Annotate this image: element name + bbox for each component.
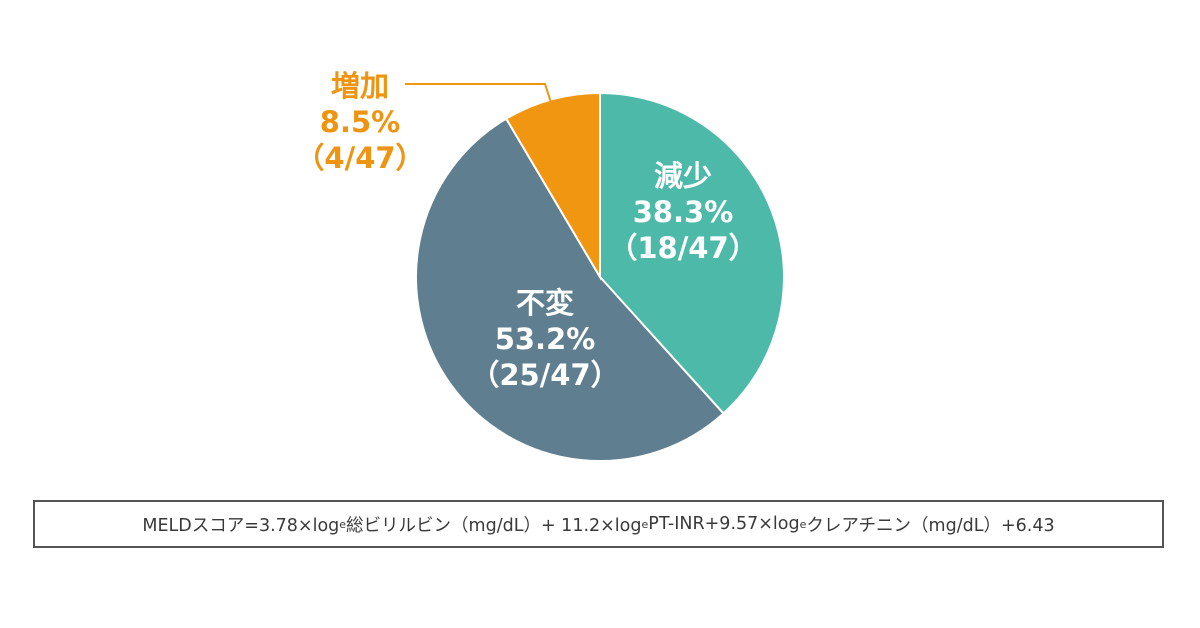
- formula-sub-1: e: [339, 517, 347, 531]
- pie-slice-decrease: [599, 91, 785, 415]
- label-unchanged-count: （25/47）: [470, 358, 619, 392]
- formula-part-2: 総ビリルビン（mg/dL）+ 11.2×log: [346, 515, 642, 536]
- formula-part-4: クレアチニン（mg/dL）+6.43: [806, 515, 1055, 536]
- label-increase-count: （4/47）: [295, 141, 424, 175]
- label-decrease-percent: 38.3%: [633, 195, 734, 229]
- formula-sub-3: e: [799, 517, 807, 531]
- label-increase: 増加 8.5% （4/47）: [295, 69, 424, 175]
- formula-part-1: MELDスコア=3.78×log: [142, 515, 340, 536]
- pie-slice-increase: [504, 91, 601, 281]
- label-unchanged: 不変 53.2% （25/47）: [470, 286, 619, 392]
- label-decrease-name: 減少: [654, 159, 712, 193]
- pie-slices: [414, 91, 785, 462]
- leader-line-increase: [405, 83, 561, 129]
- formula-sub-2: e: [641, 517, 649, 531]
- label-decrease-count: （18/47）: [608, 231, 757, 265]
- formula-part-3: PT-INR+9.57×log: [648, 514, 800, 534]
- label-decrease: 減少 38.3% （18/47）: [608, 159, 757, 265]
- pie-slice-unchanged: [414, 117, 725, 462]
- label-unchanged-name: 不変: [516, 286, 574, 320]
- meld-formula-box: MELDスコア=3.78×log e 総ビリルビン（mg/dL）+ 11.2×log…: [33, 500, 1164, 548]
- label-increase-name: 増加: [331, 69, 389, 103]
- label-increase-percent: 8.5%: [320, 105, 400, 139]
- label-unchanged-percent: 53.2%: [495, 322, 596, 356]
